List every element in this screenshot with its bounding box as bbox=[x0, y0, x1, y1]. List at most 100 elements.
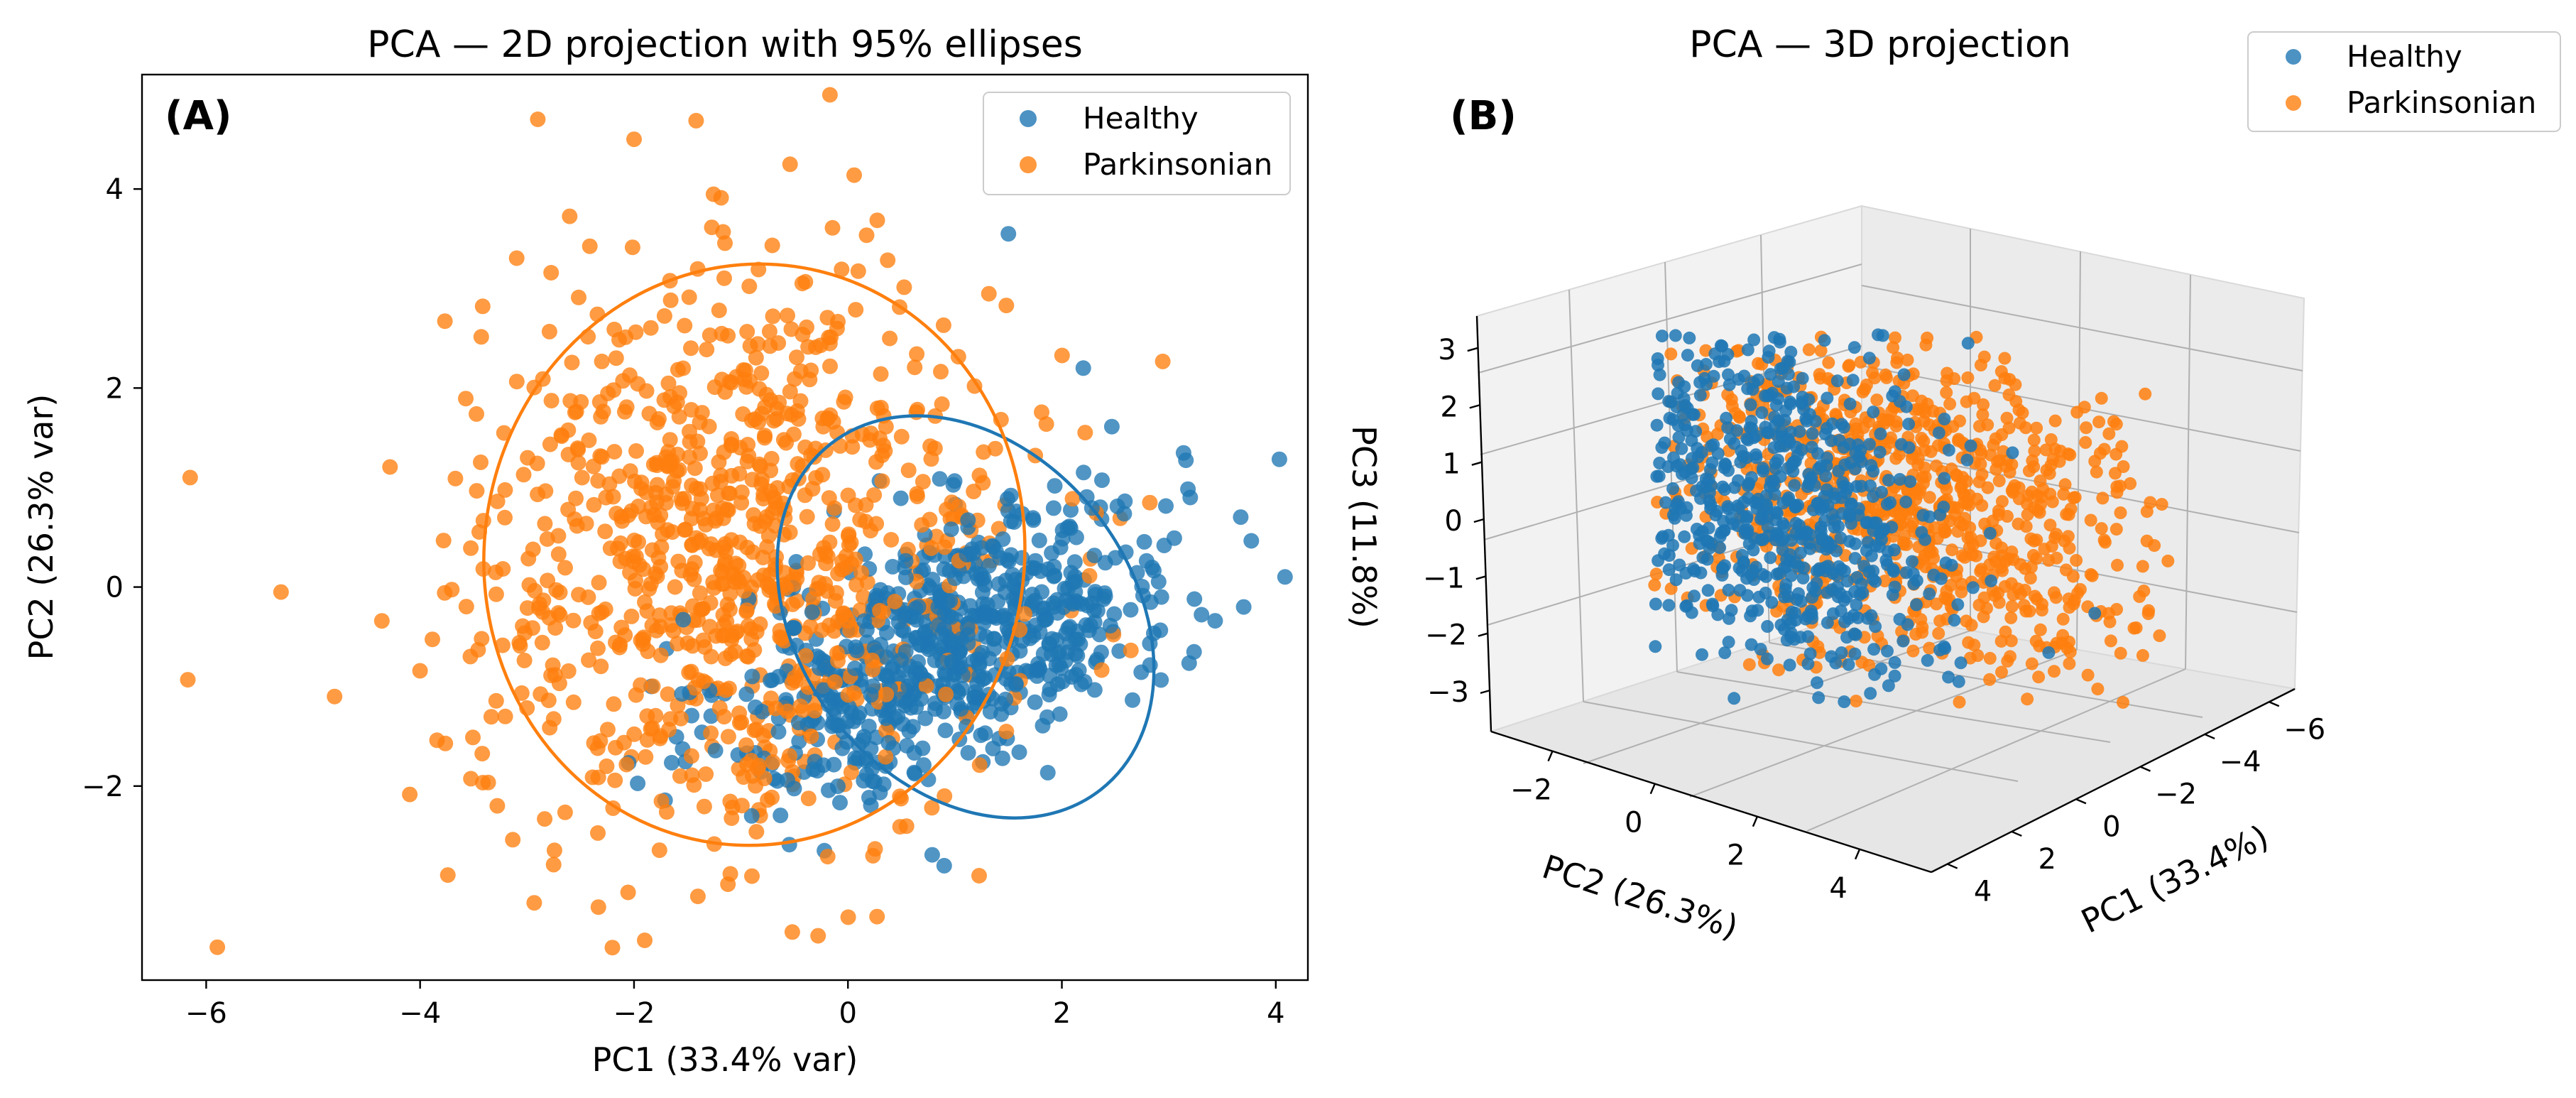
point3d-healthy bbox=[1865, 549, 1878, 562]
point3d-healthy bbox=[1937, 500, 1950, 513]
point3d-healthy bbox=[1794, 594, 1808, 608]
point-parkinsonian bbox=[807, 702, 823, 719]
point3d-parkinsonian bbox=[1813, 646, 1826, 659]
point-parkinsonian bbox=[720, 327, 736, 344]
panel-b-y-ticks: −2 0 2 4 bbox=[1510, 751, 1861, 905]
pc1-tick-label: −4 bbox=[2220, 746, 2261, 778]
point3d-parkinsonian bbox=[1911, 458, 1925, 472]
panel-b-legend-parkinsonian: Parkinsonian bbox=[2347, 85, 2536, 120]
point-healthy bbox=[1123, 602, 1139, 618]
point-parkinsonian bbox=[736, 362, 751, 378]
point-parkinsonian bbox=[764, 504, 780, 521]
point-parkinsonian bbox=[846, 167, 862, 183]
point-parkinsonian bbox=[875, 437, 892, 454]
point-healthy bbox=[1142, 594, 1159, 610]
point-healthy bbox=[1081, 622, 1097, 638]
point3d-parkinsonian bbox=[2117, 460, 2130, 473]
point-parkinsonian bbox=[516, 652, 533, 668]
point-parkinsonian bbox=[915, 474, 931, 490]
point-healthy bbox=[1003, 547, 1019, 563]
point-parkinsonian bbox=[624, 239, 640, 256]
point3d-healthy bbox=[1769, 513, 1782, 526]
point-parkinsonian bbox=[638, 509, 654, 525]
point3d-parkinsonian bbox=[1966, 538, 1980, 551]
point-healthy bbox=[1186, 643, 1202, 660]
point3d-healthy bbox=[1948, 614, 1961, 627]
point3d-healthy bbox=[1762, 344, 1776, 358]
point3d-healthy bbox=[1774, 618, 1788, 631]
point3d-healthy bbox=[1851, 611, 1865, 624]
panel-b-legend-marker-parkinsonian bbox=[2286, 95, 2301, 111]
pc1-tick-mark bbox=[2204, 733, 2215, 740]
point3d-healthy bbox=[1945, 558, 1958, 572]
point3d-parkinsonian bbox=[1992, 474, 2006, 488]
point-parkinsonian bbox=[814, 622, 830, 638]
y-tick-label: 0 bbox=[106, 572, 124, 604]
point-healthy bbox=[959, 546, 975, 562]
point3d-parkinsonian bbox=[1927, 551, 1941, 565]
point3d-healthy bbox=[1670, 497, 1683, 511]
point-healthy bbox=[1094, 472, 1110, 489]
point-parkinsonian bbox=[688, 480, 704, 496]
point-parkinsonian bbox=[869, 212, 885, 229]
z-tick-mark bbox=[1469, 404, 1480, 409]
point3d-healthy bbox=[1830, 374, 1844, 388]
point-parkinsonian bbox=[1093, 662, 1110, 678]
point-parkinsonian bbox=[606, 444, 623, 460]
point3d-parkinsonian bbox=[2144, 496, 2157, 509]
point-parkinsonian bbox=[794, 276, 810, 292]
point3d-healthy bbox=[1678, 418, 1691, 432]
point-healthy bbox=[1186, 591, 1203, 607]
point3d-healthy bbox=[1788, 607, 1801, 619]
point3d-healthy bbox=[1704, 499, 1718, 511]
point3d-healthy bbox=[1810, 564, 1823, 577]
point3d-parkinsonian bbox=[1916, 626, 1929, 639]
point3d-healthy bbox=[2042, 646, 2056, 659]
point-healthy bbox=[1096, 591, 1112, 607]
point-healthy bbox=[1117, 493, 1133, 509]
point-parkinsonian bbox=[792, 393, 809, 409]
point3d-parkinsonian bbox=[1914, 613, 1928, 626]
point3d-parkinsonian bbox=[1983, 558, 1997, 571]
point-healthy bbox=[907, 665, 924, 681]
point3d-healthy bbox=[1731, 519, 1745, 533]
panel-b-y-axis-line bbox=[1490, 730, 1932, 874]
point-parkinsonian bbox=[981, 286, 997, 302]
point3d-healthy bbox=[1835, 507, 1849, 520]
z-tick-mark bbox=[1473, 518, 1485, 523]
point3d-healthy bbox=[1773, 335, 1786, 349]
point-parkinsonian bbox=[508, 250, 525, 266]
point3d-parkinsonian bbox=[1733, 411, 1746, 424]
point-parkinsonian bbox=[616, 403, 633, 420]
point3d-healthy bbox=[1906, 555, 1919, 568]
point3d-parkinsonian bbox=[1955, 577, 1968, 591]
point-parkinsonian bbox=[643, 320, 659, 336]
point-parkinsonian bbox=[530, 112, 546, 127]
point-parkinsonian bbox=[658, 495, 674, 511]
point-parkinsonian bbox=[878, 722, 895, 739]
point-healthy bbox=[949, 696, 966, 712]
point-parkinsonian bbox=[695, 673, 711, 690]
point3d-parkinsonian bbox=[2012, 403, 2026, 417]
point3d-parkinsonian bbox=[1842, 359, 1855, 373]
point3d-healthy bbox=[1907, 577, 1921, 591]
point-parkinsonian bbox=[787, 371, 803, 387]
point-healthy bbox=[770, 724, 787, 740]
point-parkinsonian bbox=[848, 497, 863, 513]
point-parkinsonian bbox=[720, 876, 736, 892]
point3d-healthy bbox=[1899, 400, 1913, 413]
point3d-parkinsonian bbox=[1891, 352, 1904, 364]
point3d-parkinsonian bbox=[2095, 391, 2108, 405]
point3d-healthy bbox=[1983, 526, 1997, 540]
point-parkinsonian bbox=[713, 190, 729, 206]
point3d-parkinsonian bbox=[2058, 478, 2072, 491]
point-parkinsonian bbox=[483, 709, 499, 725]
point3d-healthy bbox=[1825, 508, 1839, 521]
z-tick-mark bbox=[1467, 347, 1478, 352]
point-healthy bbox=[1067, 574, 1084, 589]
point3d-healthy bbox=[1893, 473, 1906, 486]
point-parkinsonian bbox=[1142, 494, 1158, 511]
point-parkinsonian bbox=[784, 924, 800, 940]
point-parkinsonian bbox=[840, 687, 856, 703]
point-parkinsonian bbox=[595, 403, 611, 420]
